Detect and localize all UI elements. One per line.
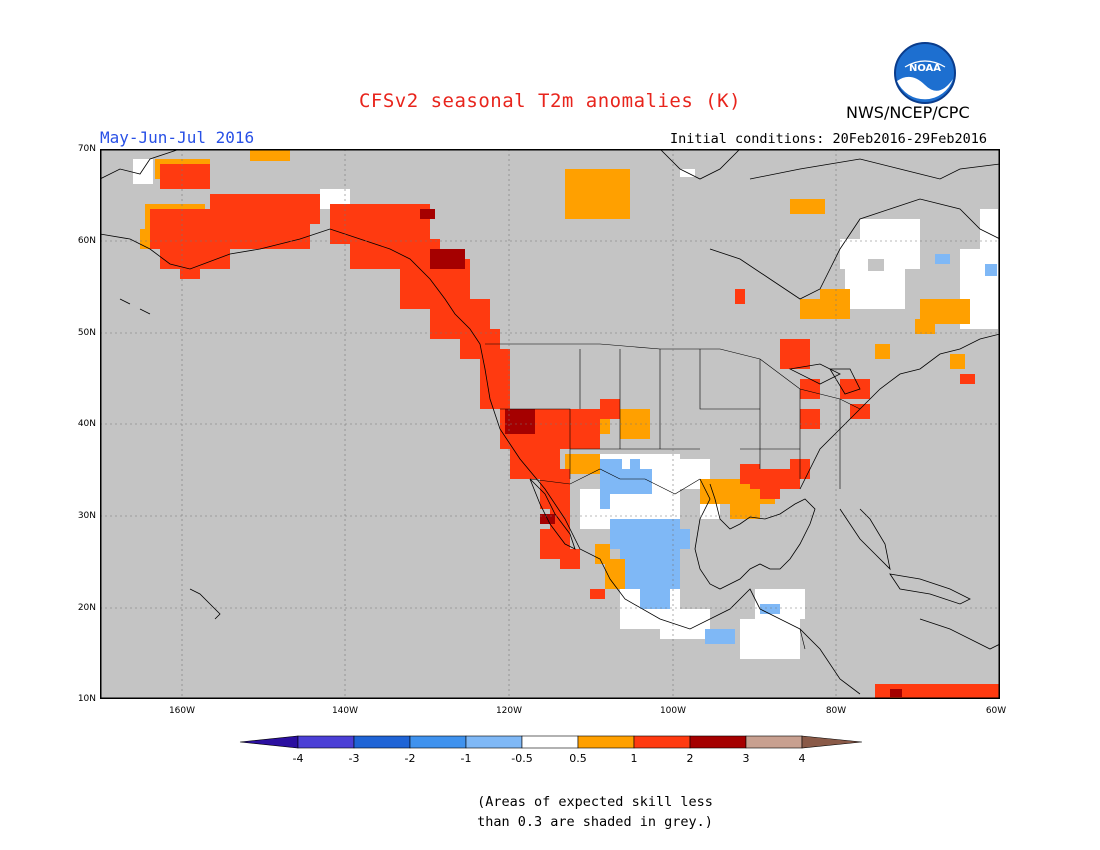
noaa-logo-text: NOAA — [909, 63, 941, 74]
lat-label-50n: 50N — [77, 328, 96, 338]
lat-label-40n: 40N — [77, 419, 96, 429]
colorbar-tick-label: -3 — [348, 752, 360, 765]
skill-note: (Areas of expected skill less than 0.3 a… — [420, 792, 770, 832]
lat-label-20n: 20N — [77, 603, 96, 613]
anomaly-map — [100, 149, 1000, 699]
colorbar-segment — [297, 735, 355, 749]
colorbar-segment — [689, 735, 747, 749]
below-normal-light — [600, 254, 997, 644]
colorbar-segment — [633, 735, 691, 749]
skill-note-line-2: than 0.3 are shaded in grey.) — [477, 814, 713, 830]
colorbar-tick-label: 2 — [686, 752, 694, 765]
lon-label-120w: 120W — [495, 706, 523, 716]
lat-label-10n: 10N — [77, 694, 96, 704]
colorbar-right-arrow — [801, 735, 863, 749]
colorbar-segment — [465, 735, 523, 749]
forecast-period: May-Jun-Jul 2016 — [100, 128, 255, 147]
colorbar-segment — [353, 735, 411, 749]
colorbar-segment — [745, 735, 803, 749]
lat-label-30n: 30N — [77, 511, 96, 521]
colorbar-tick-label: 3 — [742, 752, 750, 765]
lat-label-60n: 60N — [77, 236, 96, 246]
colorbar-left-arrow — [239, 735, 299, 749]
state-borders — [485, 343, 861, 650]
colorbar-segment — [521, 735, 579, 749]
colorbar-segment — [577, 735, 635, 749]
colorbar-tick-label: 1 — [630, 752, 638, 765]
lon-label-80w: 80W — [825, 706, 847, 716]
colorbar — [239, 735, 863, 749]
coastlines — [100, 149, 1000, 695]
map-title: CFSv2 seasonal T2m anomalies (K) — [358, 90, 742, 112]
colorbar-segments — [239, 735, 863, 749]
skill-note-line-1: (Areas of expected skill less — [477, 794, 713, 810]
colorbar-tick-label: 0.5 — [569, 752, 587, 765]
colorbar-tick-label: -0.5 — [511, 752, 533, 765]
initial-conditions: Initial conditions: 20Feb2016-29Feb2016 — [670, 131, 987, 147]
noaa-logo: NOAA — [894, 42, 956, 104]
lon-label-160w: 160W — [168, 706, 196, 716]
lon-label-60w: 60W — [985, 706, 1007, 716]
colorbar-segment — [409, 735, 467, 749]
colorbar-tick-label: -1 — [460, 752, 472, 765]
lat-lon-grid — [100, 149, 1000, 699]
map-frame — [100, 149, 1000, 699]
agency-label: NWS/NCEP/CPC — [846, 103, 970, 122]
colorbar-tick-label: -4 — [292, 752, 304, 765]
colorbar-tick-label: 4 — [798, 752, 806, 765]
colorbar-tick-label: -2 — [404, 752, 416, 765]
lon-label-140w: 140W — [331, 706, 359, 716]
lon-label-100w: 100W — [659, 706, 687, 716]
lat-label-70n: 70N — [77, 144, 96, 154]
